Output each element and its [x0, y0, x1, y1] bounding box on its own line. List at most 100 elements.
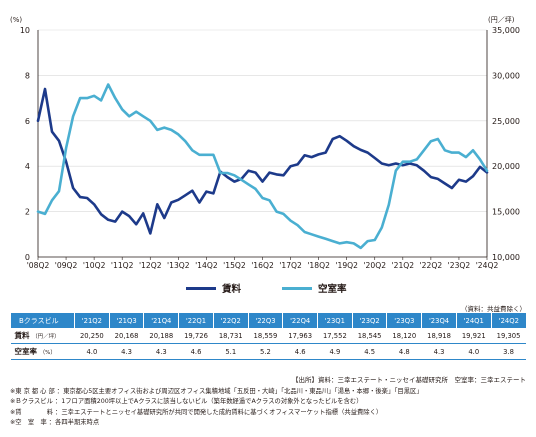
right-tick-label: 15,000 — [492, 208, 520, 217]
table-cell-vacancy: 4.0 — [74, 343, 110, 360]
rent-unit-text: （円／坪） — [32, 334, 60, 340]
table-cell-vacancy: 4.3 — [109, 343, 144, 360]
table-cell-rent: 18,120 — [386, 328, 422, 344]
table-col-header: '22Q2 — [212, 313, 249, 328]
table-cell-rent: 17,552 — [317, 328, 353, 344]
table-col-header: '23Q3 — [386, 313, 422, 328]
row-label-rent: 賃料 （円／坪） — [10, 328, 75, 344]
table-col-header: '21Q2 — [74, 313, 110, 328]
table-cell-rent: 20,250 — [74, 328, 110, 344]
series-line-rent — [36, 87, 489, 235]
table-row-vacancy: 空室率 （%） 4.0 4.3 4.3 4.6 5.1 5.2 4.6 4.9 4.5 4.8 4.… — [10, 343, 526, 360]
table-col-header: '23Q2 — [351, 313, 387, 328]
x-tick-label: '22Q2 — [420, 261, 443, 270]
legend-label-vacancy: 空室率 — [318, 284, 347, 295]
table-col-header: '24Q1 — [455, 313, 492, 328]
table-cell-rent: 17,963 — [282, 328, 318, 344]
left-tick-label: 4 — [25, 162, 30, 171]
table-cell-rent: 18,545 — [352, 328, 387, 344]
x-tick-label: '09Q2 — [55, 261, 78, 270]
table-source-note: （資料：共益費除く） — [461, 305, 526, 313]
table-cell-rent: 18,918 — [421, 328, 457, 344]
series-line-vacancy — [36, 83, 489, 250]
table-cell-rent: 19,726 — [178, 328, 214, 344]
provenance-note: 【出所】資料：三幸エステート・ニッセイ基礎研究所 空室率：三幸エステート — [292, 376, 526, 384]
footnote-vacancy: ※空 室 率 ：各四半期末時点 — [10, 418, 100, 426]
vacancy-label-text: 空室率 — [14, 347, 38, 356]
table-cell-rent: 19,305 — [491, 328, 526, 344]
left-tick-label: 8 — [25, 71, 30, 80]
table-cell-vacancy: 4.6 — [178, 343, 214, 360]
left-tick-label: 6 — [25, 117, 30, 126]
table-cell-rent: 18,731 — [213, 328, 249, 344]
x-tick-label: '12Q2 — [139, 261, 162, 270]
table-cell-rent: 20,168 — [109, 328, 144, 344]
table-cell-vacancy: 4.3 — [421, 343, 457, 360]
x-tick-label: '15Q2 — [223, 261, 246, 270]
data-table: Bクラスビル '21Q2'21Q3'21Q4'22Q1'22Q2'22Q3'22… — [10, 313, 526, 360]
right-tick-label: 20,000 — [492, 162, 520, 171]
x-tick-label: '08Q2 — [27, 261, 50, 270]
table-header-row: Bクラスビル '21Q2'21Q3'21Q4'22Q1'22Q2'22Q3'22… — [10, 313, 526, 328]
table-cell-rent: 18,559 — [248, 328, 283, 344]
x-tick-label: '19Q2 — [335, 261, 358, 270]
legend-item-rent: 賃料 — [186, 281, 241, 295]
left-tick-label: 0 — [25, 253, 30, 262]
left-axis-unit-label: (%) — [10, 16, 22, 24]
right-tick-label: 35,000 — [492, 26, 520, 35]
x-tick-label: '10Q2 — [83, 261, 106, 270]
line-chart: 0 2 4 6 8 10 10,000 15,000 20,000 25,000 30,000 35,… — [10, 16, 520, 270]
x-tick-label: '11Q2 — [111, 261, 134, 270]
right-tick-label: 30,000 — [492, 71, 520, 80]
x-tick-label: '14Q2 — [195, 261, 218, 270]
chart-series — [36, 83, 489, 250]
rent-label-text: 賃料 — [14, 331, 30, 340]
table-col-header: '21Q4 — [143, 313, 179, 328]
table-header-label: Bクラスビル — [10, 313, 75, 328]
row-label-vacancy: 空室率 （%） — [10, 343, 75, 360]
chart-tick-labels: 0 2 4 6 8 10 10,000 15,000 20,000 25,000 30,000 35,… — [20, 26, 520, 270]
legend-item-vacancy: 空室率 — [282, 281, 347, 295]
x-tick-label: '23Q2 — [448, 261, 471, 270]
chart-axes — [37, 30, 488, 260]
x-tick-label: '20Q2 — [363, 261, 386, 270]
table-cell-vacancy: 4.6 — [282, 343, 318, 360]
table-col-header: '23Q4 — [421, 313, 457, 328]
legend-label-rent: 賃料 — [222, 284, 242, 295]
chart-legend: 賃料 空室率 — [0, 281, 536, 297]
x-tick-label: '17Q2 — [279, 261, 302, 270]
footnote-area: ※東 京 都 心 部 ：東京都心5区主要オフィス街および周辺区オフィス集積地域「… — [10, 388, 423, 395]
x-tick-label: '24Q2 — [476, 261, 499, 270]
table-cell-vacancy: 4.0 — [456, 343, 492, 360]
table-cell-vacancy: 4.5 — [352, 343, 387, 360]
table-col-header: '24Q2 — [490, 313, 526, 328]
left-tick-label: 2 — [25, 208, 30, 217]
table-cell-rent: 20,188 — [143, 328, 179, 344]
table-col-header: '21Q3 — [108, 313, 144, 328]
table-cell-rent: 19,921 — [456, 328, 492, 344]
footnote-class-b: ※Ｂクラスビル ：1フロア面積200坪以上でAクラスに該当しないビル（築年数経過… — [10, 398, 363, 406]
table-cell-vacancy: 3.8 — [491, 343, 526, 360]
vacancy-unit-text: （%） — [39, 350, 56, 356]
right-tick-label: 10,000 — [492, 253, 520, 262]
table-col-header: '22Q1 — [178, 313, 214, 328]
table-cell-vacancy: 4.3 — [143, 343, 179, 360]
x-tick-label: '21Q2 — [392, 261, 415, 270]
legend-swatch-rent — [186, 286, 216, 290]
footnote-rent: ※賃 料 ：三幸エステートとニッセイ基礎研究所が共同で開発した成約賃料に基づくオ… — [10, 408, 383, 416]
table-cell-vacancy: 4.9 — [317, 343, 353, 360]
table-cell-vacancy: 5.2 — [248, 343, 283, 360]
legend-swatch-vacancy — [282, 286, 312, 290]
table-cell-vacancy: 4.8 — [386, 343, 422, 360]
table-col-header: '23Q1 — [317, 313, 353, 328]
chart-grid — [38, 29, 487, 212]
table-col-header: '22Q4 — [282, 313, 318, 328]
x-tick-label: '13Q2 — [167, 261, 190, 270]
x-tick-label: '16Q2 — [251, 261, 274, 270]
x-tick-label: '18Q2 — [307, 261, 330, 270]
table-row-rent: 賃料 （円／坪） 20,250 20,168 20,188 19,726 18,731 1… — [10, 328, 526, 344]
table-cell-vacancy: 5.1 — [213, 343, 249, 360]
footnotes: ※東 京 都 心 部 ：東京都心5区主要オフィス街および周辺区オフィス集積地域「… — [10, 387, 530, 428]
table-col-header: '22Q3 — [247, 313, 283, 328]
right-axis-unit-label: (円／坪) — [488, 16, 515, 24]
